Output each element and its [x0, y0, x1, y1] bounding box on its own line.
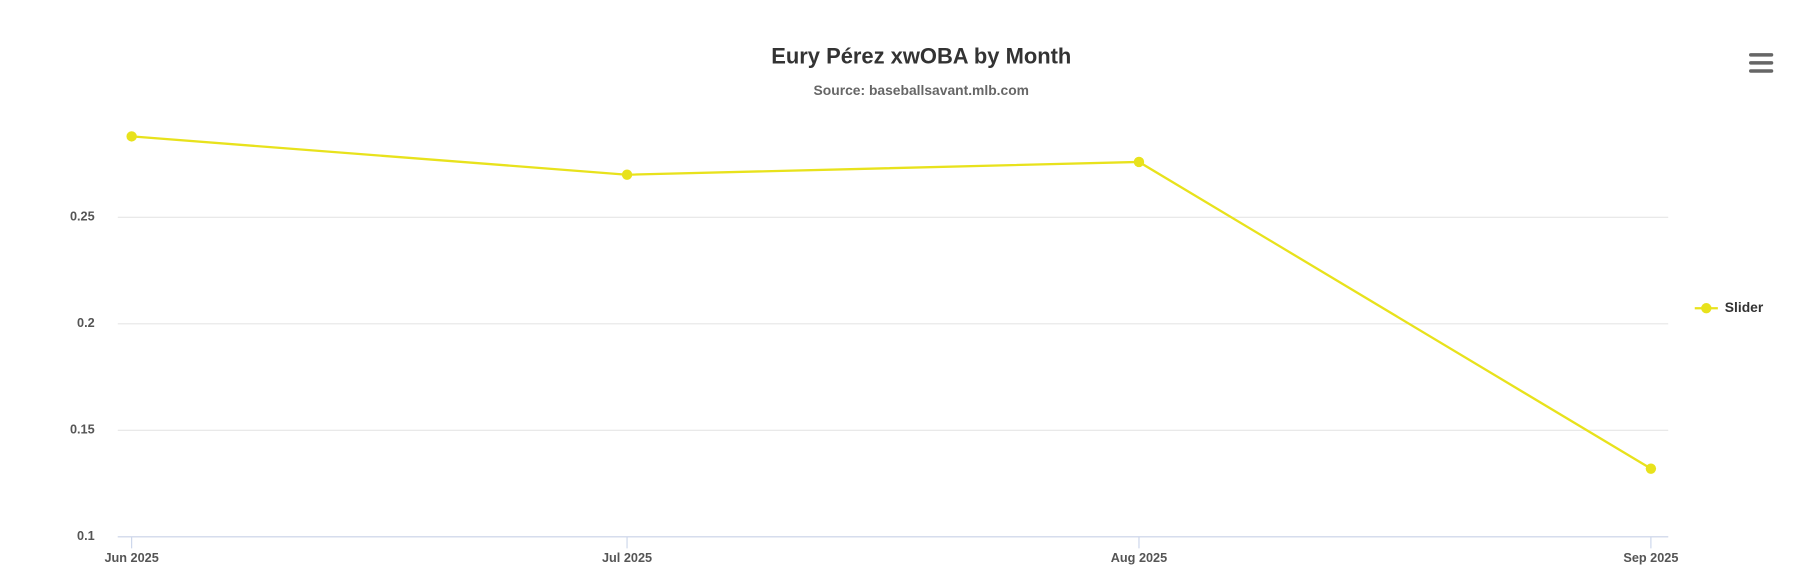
y-tick-label: 0.2	[77, 316, 95, 330]
chart-title: Eury Pérez xwOBA by Month	[771, 44, 1071, 69]
line	[131, 135, 1652, 470]
y-tick-label: 0.25	[70, 210, 95, 224]
data-point	[1133, 156, 1145, 168]
x-tick-label: Jul 2025	[602, 551, 652, 565]
x-tick-label: Sep 2025	[1623, 551, 1678, 565]
x-tick-label: Jun 2025	[104, 551, 158, 565]
data-point	[126, 131, 137, 142]
data-point	[621, 169, 633, 180]
menu-bar[interactable]	[1749, 69, 1774, 73]
menu-bar[interactable]	[1749, 53, 1774, 57]
y-tick-label: 0.1	[77, 529, 95, 543]
menu-bar[interactable]	[1749, 61, 1774, 65]
x-tick-label: Aug 2025	[1111, 551, 1167, 565]
chart-subtitle: Source: baseballsavant.mlb.com	[814, 82, 1029, 98]
legend-marker	[1701, 303, 1712, 314]
y-tick-label: 0.15	[70, 423, 95, 437]
legend-label: Slider	[1725, 299, 1764, 315]
data-point	[1645, 463, 1657, 474]
menu-button[interactable]	[1749, 53, 1774, 73]
